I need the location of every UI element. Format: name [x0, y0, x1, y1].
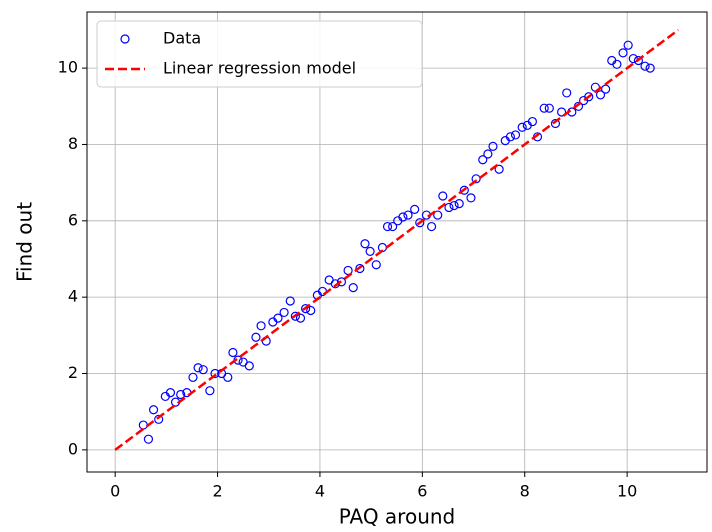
data-point — [466, 193, 476, 203]
data-point — [193, 363, 203, 373]
data-point — [273, 313, 283, 323]
y-tick-label: 2 — [68, 363, 78, 382]
data-point — [494, 164, 504, 174]
data-point — [645, 63, 655, 73]
y-tick-label: 4 — [68, 287, 78, 306]
data-point — [336, 277, 347, 287]
x-tick-label: 6 — [417, 482, 427, 501]
data-point — [612, 59, 622, 69]
y-tick-label: 8 — [68, 134, 78, 153]
data-point — [355, 263, 365, 274]
data-point — [433, 210, 443, 220]
data-point — [595, 90, 606, 100]
data-point — [290, 311, 300, 321]
legend: Data Linear regression model — [96, 20, 423, 88]
plot-frame — [86, 11, 708, 473]
data-point — [188, 372, 198, 382]
data-point — [306, 305, 316, 316]
data-point — [295, 313, 306, 323]
data-point — [148, 405, 159, 415]
data-point — [365, 246, 375, 256]
data-point — [640, 61, 650, 71]
data-point — [205, 386, 215, 396]
data-point — [449, 200, 459, 211]
data-point — [444, 202, 454, 213]
y-tick-label: 6 — [68, 210, 78, 229]
data-point — [628, 53, 638, 64]
data-point — [348, 283, 358, 293]
legend-marker — [120, 34, 130, 44]
data-point — [539, 103, 549, 113]
x-tick-label: 0 — [110, 482, 120, 501]
data-point — [459, 185, 469, 195]
data-point — [483, 149, 493, 159]
data-point — [623, 40, 633, 50]
data-point — [584, 92, 594, 102]
data-point — [198, 365, 208, 375]
x-tick-label: 10 — [617, 482, 637, 501]
data-point — [343, 265, 353, 276]
data-point — [488, 141, 498, 151]
data-point — [154, 414, 164, 424]
data-point — [279, 307, 289, 318]
data-point — [415, 218, 425, 228]
y-tick-label: 0 — [68, 439, 78, 458]
data-point — [618, 48, 628, 58]
data-point — [251, 332, 261, 342]
regression-line — [114, 28, 680, 451]
data-point — [138, 420, 148, 430]
data-point — [382, 221, 393, 232]
data-point — [210, 368, 220, 379]
data-point — [360, 239, 370, 249]
data-point — [244, 361, 254, 371]
data-point — [517, 122, 527, 132]
x-tick-label: 8 — [520, 482, 530, 501]
legend-box — [96, 20, 423, 88]
data-point — [510, 130, 521, 140]
legend-label: Linear regression model — [163, 59, 356, 78]
x-axis-label: PAQ around — [339, 505, 456, 529]
legend-label: Data — [163, 29, 201, 48]
data-point — [301, 304, 311, 314]
data-point — [426, 221, 437, 232]
data-point — [403, 210, 413, 220]
data-point — [256, 321, 266, 331]
data-point — [223, 372, 233, 382]
data-point — [478, 155, 488, 165]
data-point — [176, 389, 186, 400]
x-tick-label: 4 — [315, 482, 325, 501]
data-point — [633, 55, 643, 66]
y-tick-label: 10 — [58, 58, 78, 77]
data-point — [165, 387, 176, 398]
data-point — [550, 118, 561, 129]
data-point — [527, 116, 538, 127]
data-point — [438, 191, 448, 201]
data-point — [556, 107, 567, 117]
data-point — [398, 212, 408, 222]
data-point — [471, 174, 481, 184]
data-point — [410, 204, 420, 214]
data-point — [143, 434, 154, 444]
x-tick-label: 2 — [212, 482, 222, 501]
data-point — [505, 132, 516, 142]
data-point — [285, 296, 295, 306]
data-point — [601, 84, 611, 94]
data-point — [544, 103, 554, 113]
data-point — [228, 347, 238, 358]
data-point — [562, 88, 572, 98]
data-point — [371, 260, 381, 270]
data-point — [454, 199, 464, 209]
y-axis-label: Find out — [13, 202, 37, 282]
data-point — [388, 221, 398, 232]
